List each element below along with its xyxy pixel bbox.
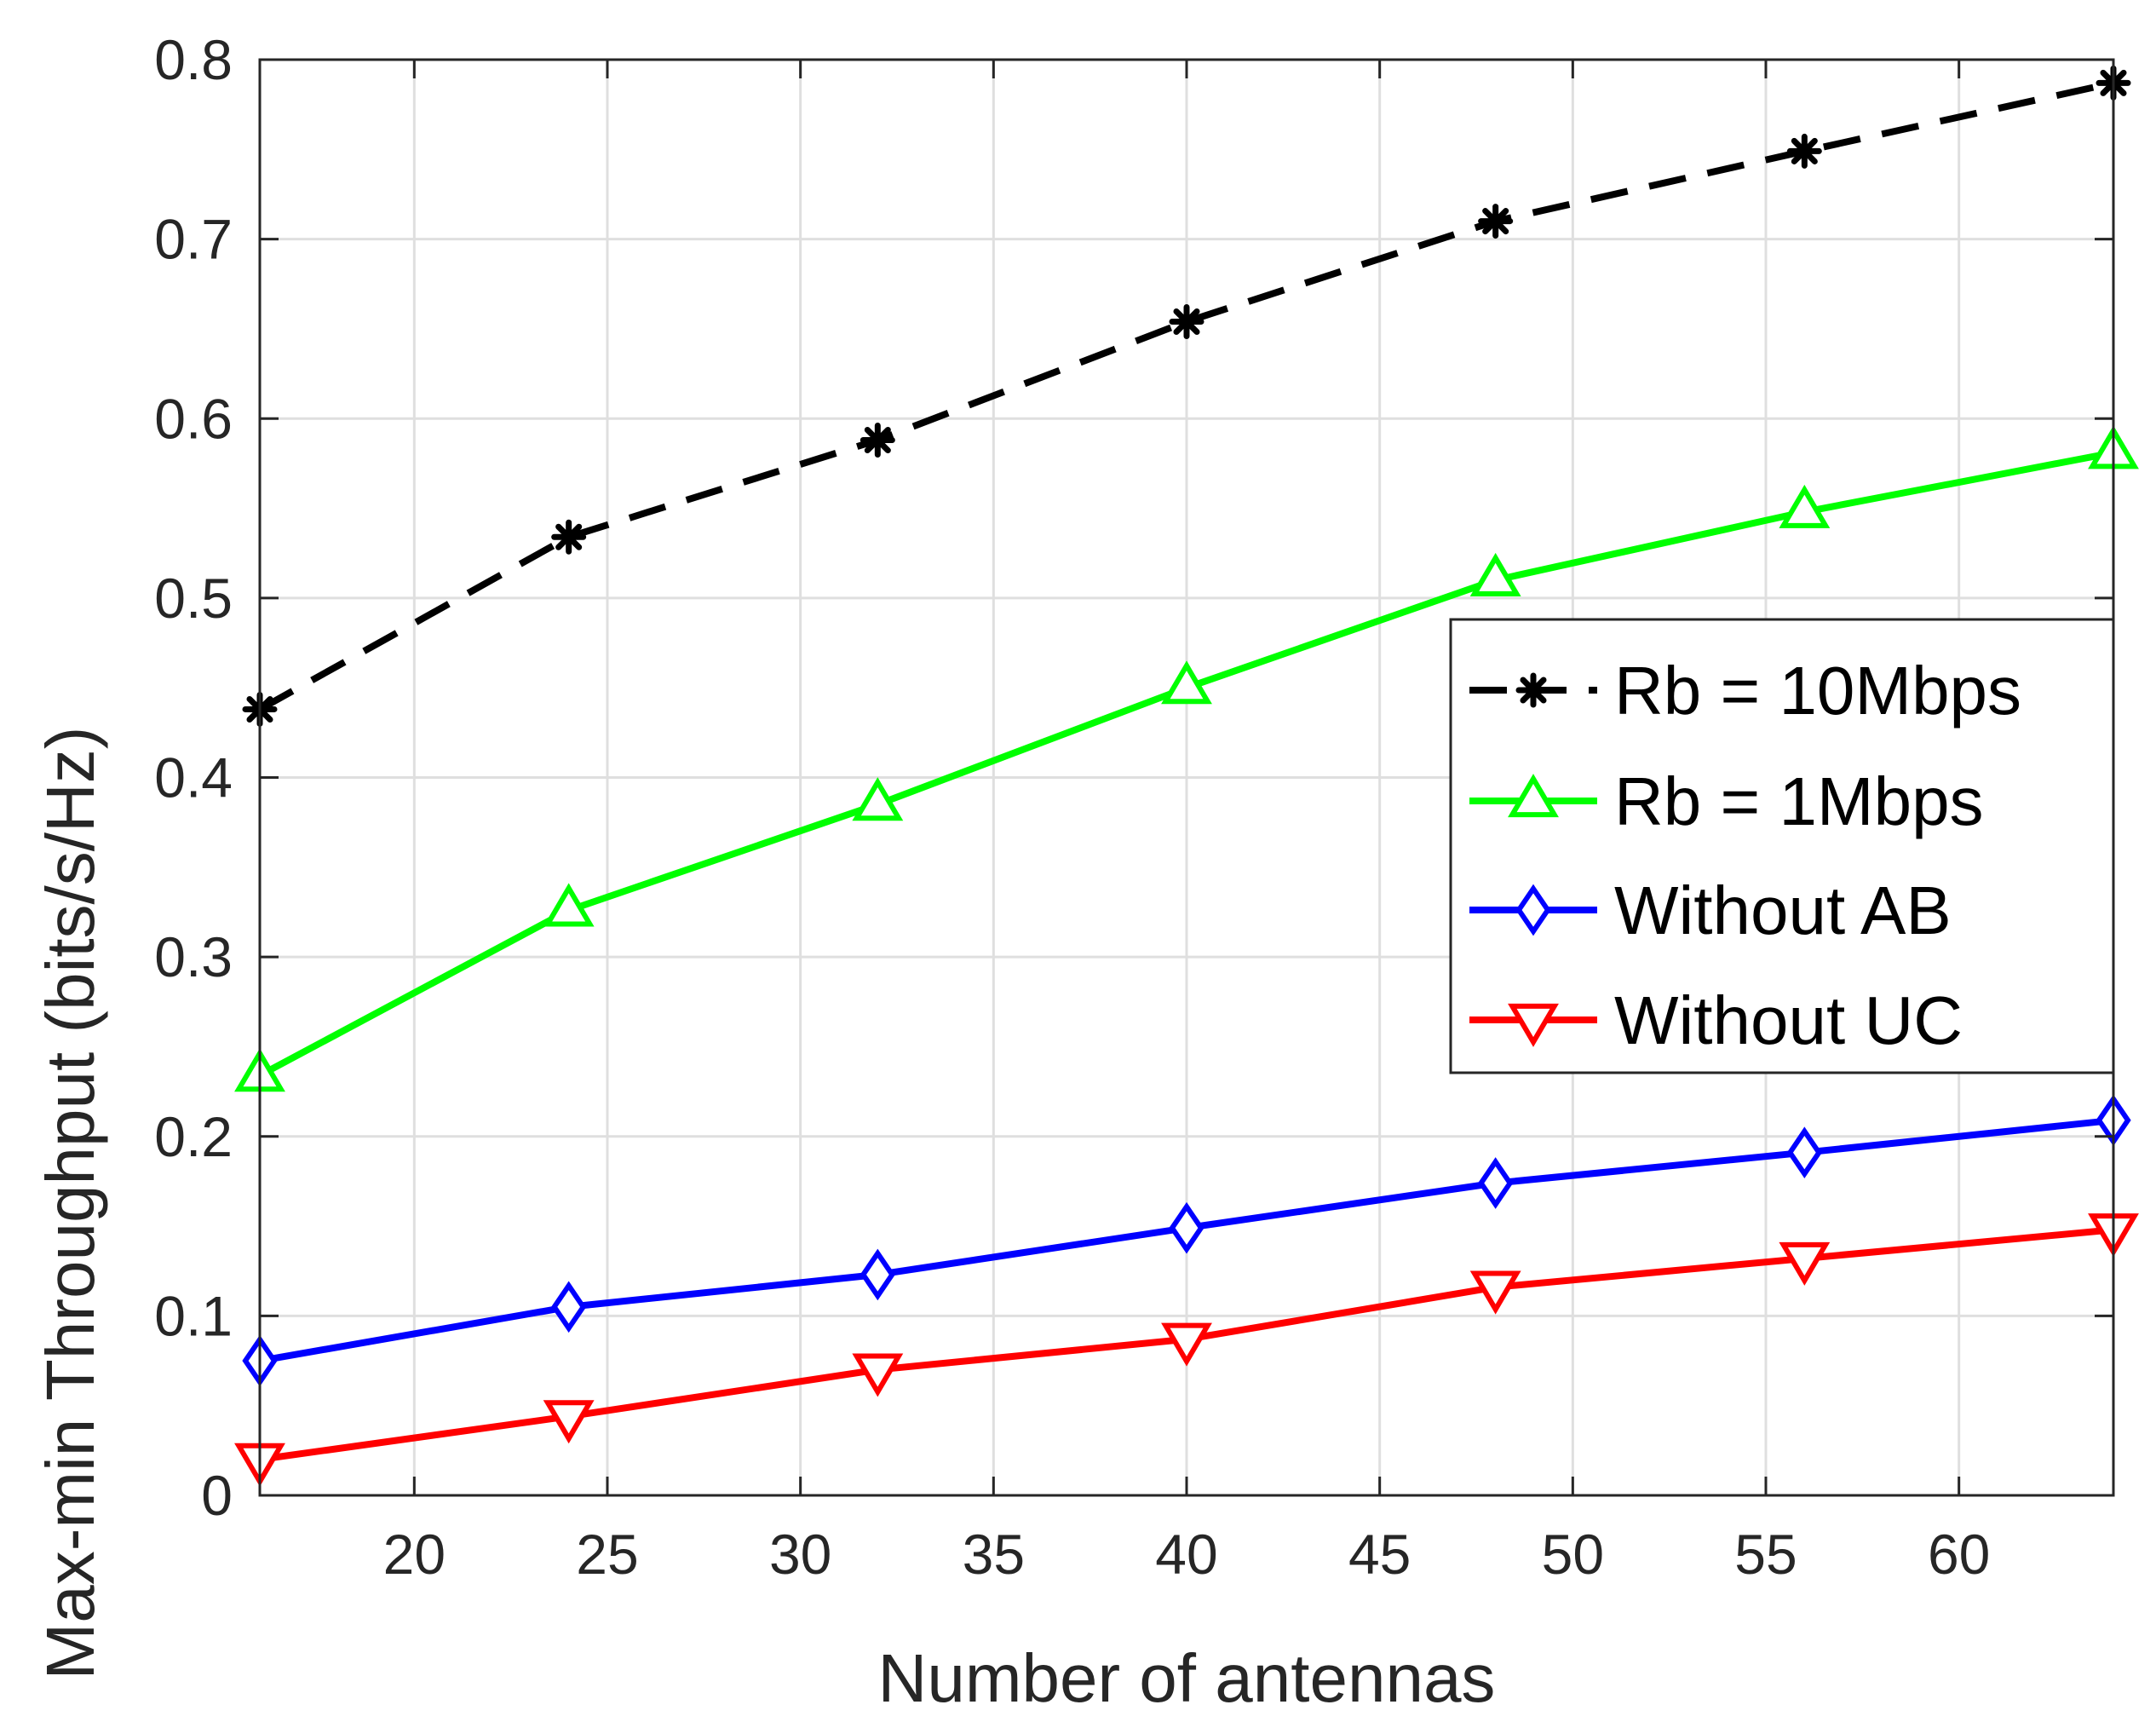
x-tick-label: 35 [963, 1523, 1025, 1586]
x-tick-label: 50 [1542, 1523, 1604, 1586]
marker-core [1526, 683, 1540, 697]
data-point [1161, 660, 1212, 705]
x-tick-label: 30 [769, 1523, 831, 1586]
data-point [860, 423, 895, 458]
marker-core [871, 433, 885, 447]
y-tick-label: 0.8 [154, 28, 233, 91]
data-point [852, 1353, 904, 1397]
x-tick-label: 60 [1928, 1523, 1990, 1586]
y-axis-title: Max-min Throughput (bits/s/Hz) [32, 727, 108, 1680]
data-point [543, 883, 595, 927]
x-tick-label: 40 [1155, 1523, 1217, 1586]
data-point [1786, 133, 1822, 169]
legend-marker [1515, 884, 1551, 936]
legend-label: Without UC [1614, 982, 1963, 1058]
data-point [551, 1281, 587, 1333]
y-tick-label: 0.6 [154, 387, 233, 450]
legend-label: Without AB [1614, 873, 1952, 948]
y-tick-label: 0.3 [154, 925, 233, 988]
data-point [1786, 1126, 1822, 1179]
x-tick-label: 55 [1734, 1523, 1797, 1586]
marker-core [1797, 144, 1812, 158]
legend-item-2: Rb = 1Mbps [1469, 763, 1984, 839]
marker-core [1488, 214, 1503, 228]
data-point [1779, 484, 1831, 528]
legend-item-3: Without AB [1469, 873, 1952, 948]
legend-item-1: Rb = 10Mbps [1469, 653, 2021, 729]
x-tick-label: 20 [383, 1523, 446, 1586]
x-tick-label: 45 [1348, 1523, 1411, 1586]
y-tick-label: 0.7 [154, 208, 233, 271]
data-point [860, 1248, 895, 1301]
data-point [852, 777, 904, 821]
legend-label: Rb = 1Mbps [1614, 763, 1984, 839]
y-tick-label: 0.2 [154, 1105, 233, 1168]
marker-core [1180, 314, 1193, 329]
legend-marker [1508, 774, 1559, 818]
data-point [1169, 304, 1204, 340]
data-point [1469, 552, 1521, 596]
series-layer [234, 65, 2139, 1487]
data-point [1161, 1322, 1212, 1367]
data-point [543, 1400, 595, 1444]
legend-item-4: Without UC [1469, 982, 1963, 1058]
data-point [1478, 204, 1514, 239]
data-point [1469, 1270, 1521, 1315]
y-tick-label: 0 [201, 1464, 233, 1527]
series-3 [242, 1094, 2131, 1387]
y-tick-label: 0.5 [154, 567, 233, 630]
legend-box [1449, 618, 2115, 1074]
tick-labels: 20 25 30 35 40 45 50 55 60 0 0.1 0.2 0.3 0.4 0.5 0.6 0.7… [154, 28, 1990, 1586]
legend-marker [1508, 1003, 1559, 1047]
data-point [551, 519, 587, 555]
ticks [260, 58, 2113, 1497]
legend: Rb = 10Mbps Rb = 1Mbps Without AB Without U… [1449, 618, 2115, 1074]
legend-marker [1515, 672, 1551, 708]
data-point [1478, 1157, 1514, 1209]
y-tick-label: 0.4 [154, 746, 233, 809]
marker-core [561, 530, 576, 544]
legend-label: Rb = 10Mbps [1614, 653, 2021, 729]
data-point [1169, 1201, 1204, 1254]
x-tick-label: 25 [576, 1523, 638, 1586]
x-axis-title: Number of antennas [878, 1640, 1496, 1716]
data-point [1779, 1241, 1831, 1286]
y-tick-label: 0.1 [154, 1284, 233, 1347]
